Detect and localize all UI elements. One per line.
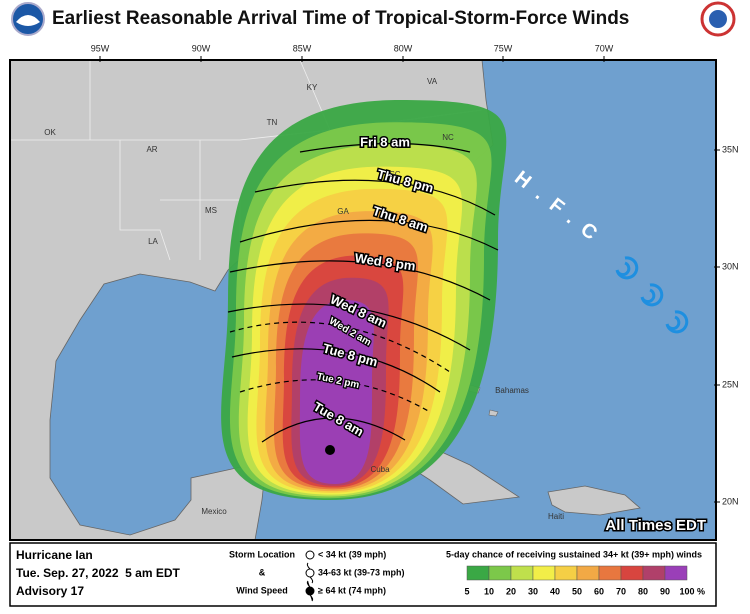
place-label: Cuba [370, 465, 390, 474]
contour-line [299, 142, 471, 153]
map-frame [9, 59, 717, 541]
scale-swatch [620, 565, 644, 581]
storm-center [325, 445, 335, 455]
graticule-labels: 95W 90W 85W 80W 75W 70W 35N 30N 25N 20N [91, 43, 739, 506]
advisory: Advisory 17 [16, 584, 84, 598]
place-label: SC [389, 170, 400, 179]
wind-probability [221, 100, 507, 500]
scale-swatch [664, 565, 688, 581]
latitude-label: 25N [722, 379, 739, 389]
scale-label: 5 [464, 586, 469, 596]
key-symbol [305, 562, 315, 584]
key-item: 34-63 kt (39-73 mph) [318, 567, 405, 577]
arrival-time-label: Fri 8 am [360, 134, 410, 149]
longitude-label: 70W [595, 43, 614, 53]
latitude-label: 20N [722, 496, 739, 506]
storm-name: Hurricane Ian [16, 548, 93, 562]
scale-swatch [466, 565, 490, 581]
scale-label: 70 [616, 586, 626, 596]
contour-line [229, 260, 491, 301]
scale-label: 80 [638, 586, 648, 596]
scale-swatch [510, 565, 534, 581]
longitude-label: 80W [394, 43, 413, 53]
contour-line [261, 417, 406, 443]
place-label: VA [427, 77, 438, 86]
swirl-icons [615, 256, 689, 334]
scale-title: 5-day chance of receiving sustained 34+ … [446, 549, 702, 559]
longitude-label: 75W [494, 43, 513, 53]
scale-swatch [576, 565, 600, 581]
scale-label: 100 [679, 586, 694, 596]
place-label: AR [146, 145, 157, 154]
place-label: TN [267, 118, 278, 127]
swirl-icon [665, 310, 689, 334]
latitude-label: 30N [722, 261, 739, 271]
place-label: KY [307, 83, 318, 92]
place-label: OK [44, 128, 56, 137]
key-and: & [259, 567, 266, 577]
scale-label: 60 [594, 586, 604, 596]
key-title: Wind Speed [236, 585, 287, 595]
longitude-label: 95W [91, 43, 110, 53]
time-note: All Times EDT [605, 517, 706, 534]
place-label: Mexico [201, 507, 227, 516]
color-scale: 5 10 20 30 40 50 60 70 80 90 100% [464, 565, 705, 596]
longitude-label: 90W [192, 43, 211, 53]
swirl-icon [615, 256, 639, 280]
scale-swatch [642, 565, 666, 581]
contour-line [227, 303, 471, 351]
issued-time: Tue. Sep. 27, 2022 5 am EDT [16, 566, 181, 580]
arrival-contours [227, 142, 499, 443]
land-hispaniola [547, 485, 641, 516]
swirl-icon [640, 283, 664, 307]
nws-logo-core [709, 10, 727, 28]
contour-line [254, 179, 496, 216]
scale-swatch [532, 565, 556, 581]
place-label: Bahamas [495, 386, 529, 395]
contour-line [239, 219, 499, 251]
title: Earliest Reasonable Arrival Time of Trop… [52, 8, 629, 29]
contour-line [239, 379, 431, 413]
scale-label: 90 [660, 586, 670, 596]
scale-label: 20 [506, 586, 516, 596]
scale-swatch [488, 565, 512, 581]
scale-swatch [554, 565, 578, 581]
scale-unit: % [697, 586, 705, 596]
longitude-label: 85W [293, 43, 312, 53]
key-item: ≥ 64 kt (74 mph) [318, 585, 386, 595]
contour-line [231, 348, 441, 393]
place-label: GA [337, 207, 349, 216]
key-title: Storm Location [229, 549, 295, 559]
latitude-label: 35N [722, 144, 739, 154]
scale-label: 40 [550, 586, 560, 596]
scale-label: 10 [484, 586, 494, 596]
key-symbol [305, 580, 315, 602]
key-items: < 34 kt (39 mph) 34-63 kt (39-73 mph) ≥ 64… [318, 549, 405, 595]
scale-label: 30 [528, 586, 538, 596]
noaa-logo-wave [16, 15, 40, 26]
scale-swatch [598, 565, 622, 581]
place-label: LA [148, 237, 158, 246]
place-label: NC [442, 133, 454, 142]
key-item: < 34 kt (39 mph) [318, 549, 386, 559]
place-label: MS [205, 206, 217, 215]
probability-band [299, 300, 374, 484]
key-symbol [305, 550, 315, 560]
place-label: Haiti [548, 512, 564, 521]
contour-line [229, 321, 451, 373]
scale-label: 50 [572, 586, 582, 596]
